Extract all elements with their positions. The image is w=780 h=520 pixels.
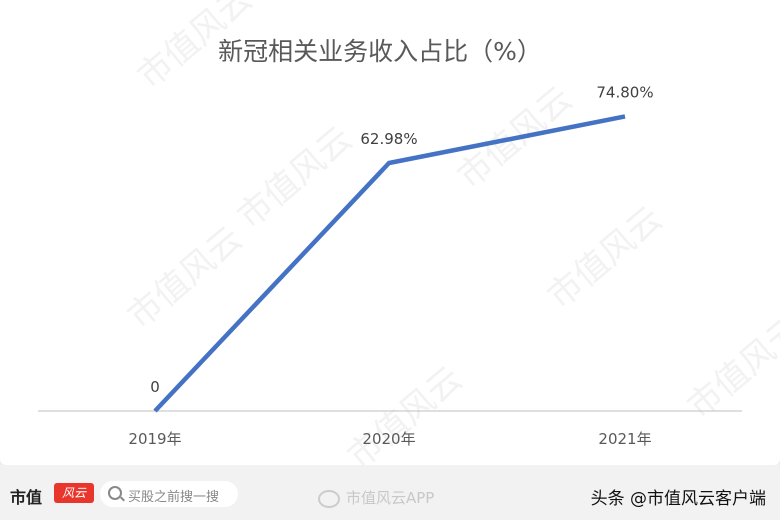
watermark-text: 市值风云 <box>230 119 360 237</box>
watermark-text: 市值风云 <box>680 309 780 427</box>
weibo-watermark: 市值风云APP <box>318 487 434 508</box>
x-tick-label: 2019年 <box>128 430 181 448</box>
data-label: 74.80% <box>596 83 653 101</box>
watermark-text: 市值风云 <box>120 219 250 337</box>
search-box[interactable]: 买股之前搜一搜 <box>100 481 238 507</box>
site-logo: 市值 <box>10 488 43 507</box>
data-label: 0 <box>150 378 160 396</box>
chart-title: 新冠相关业务收入占比（%） <box>218 37 542 66</box>
x-tick-label: 2021年 <box>598 430 651 448</box>
watermark-text: 市值风云 <box>340 359 470 465</box>
toutiao-credit: 头条 @市值风云客户端 <box>590 489 766 509</box>
logo-badge: 风云 <box>54 483 94 503</box>
search-icon <box>108 486 122 500</box>
weibo-text: 市值风云APP <box>346 489 435 507</box>
watermark-text: 市值风云 <box>540 199 670 317</box>
search-placeholder: 买股之前搜一搜 <box>128 490 220 505</box>
data-label: 62.98% <box>360 130 417 148</box>
x-tick-label: 2020年 <box>362 430 415 448</box>
weibo-icon <box>318 489 340 508</box>
chart-card: 市值风云 市值风云 市值风云 市值风云 市值风云 市值风云 市值风云 新冠相关业务收入占比（… <box>0 0 780 465</box>
